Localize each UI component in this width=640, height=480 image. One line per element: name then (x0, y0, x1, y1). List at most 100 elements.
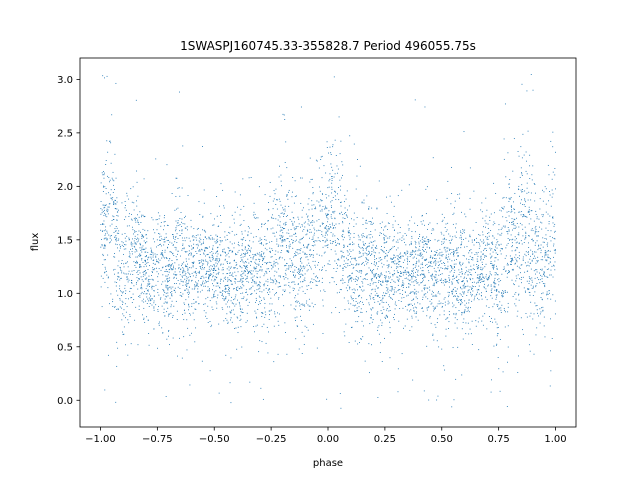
data-point (267, 289, 269, 291)
data-point (409, 279, 411, 281)
data-point (386, 308, 388, 309)
data-point (542, 309, 544, 311)
data-point (349, 288, 351, 290)
data-point (451, 238, 453, 240)
data-point (516, 247, 518, 249)
data-point (402, 261, 404, 263)
data-point (217, 250, 219, 252)
data-point (233, 218, 235, 220)
data-point (128, 198, 130, 200)
data-point (244, 246, 246, 248)
data-point (528, 344, 530, 346)
data-point (188, 303, 190, 305)
data-point (547, 277, 549, 278)
data-point (521, 83, 523, 85)
data-point (526, 270, 528, 272)
data-point (388, 237, 390, 239)
data-point (349, 261, 351, 263)
data-point (463, 311, 465, 313)
data-point (125, 204, 126, 206)
data-point (499, 209, 501, 211)
data-point (272, 289, 274, 290)
data-point (133, 217, 135, 219)
data-point (404, 259, 406, 261)
data-point (435, 274, 437, 276)
data-point (507, 233, 509, 235)
data-point (211, 297, 213, 299)
data-point (547, 256, 549, 258)
data-point (415, 290, 417, 292)
data-point (341, 230, 343, 232)
data-point (111, 223, 113, 225)
data-point (370, 223, 372, 225)
data-point (410, 243, 412, 245)
data-point (181, 275, 183, 277)
data-point (163, 221, 165, 223)
data-point (254, 254, 256, 256)
data-point (280, 285, 282, 287)
data-point (470, 265, 472, 267)
data-point (463, 232, 465, 234)
data-point (349, 243, 351, 245)
data-point (530, 301, 532, 303)
data-point (295, 251, 297, 253)
data-point (312, 220, 314, 221)
data-point (413, 272, 414, 274)
data-point (227, 323, 229, 324)
data-point (182, 263, 184, 265)
data-point (312, 250, 314, 251)
data-point (390, 285, 392, 287)
data-point (253, 236, 255, 238)
data-point (351, 298, 353, 300)
data-point (498, 281, 500, 283)
data-point (513, 227, 515, 229)
data-point (505, 176, 507, 178)
data-point (398, 260, 400, 262)
data-point (181, 187, 183, 189)
data-point (433, 307, 435, 309)
data-point (502, 295, 504, 297)
data-point (166, 240, 168, 242)
data-point (155, 284, 157, 286)
data-point (535, 213, 537, 215)
data-point (397, 247, 399, 249)
data-point (228, 289, 229, 290)
data-point (523, 154, 525, 156)
data-point (270, 256, 272, 258)
data-point (363, 325, 364, 327)
data-point (358, 306, 360, 308)
data-point (396, 276, 398, 278)
data-point (176, 233, 178, 235)
data-point (424, 289, 425, 291)
data-point (536, 309, 538, 311)
data-point (385, 252, 387, 254)
data-point (355, 301, 357, 302)
data-point (200, 239, 202, 241)
data-point (360, 252, 361, 254)
data-point (493, 212, 495, 214)
data-point (381, 274, 383, 276)
data-point (349, 243, 351, 245)
data-point (261, 341, 263, 343)
data-point (327, 214, 329, 216)
data-point (469, 208, 471, 210)
data-point (382, 250, 384, 252)
data-point (202, 275, 204, 277)
data-point (209, 259, 211, 261)
data-point (168, 330, 170, 332)
data-point (289, 245, 291, 247)
data-point (242, 273, 244, 275)
data-point (500, 253, 502, 255)
data-point (284, 162, 286, 163)
data-point (453, 313, 455, 315)
data-point (463, 318, 465, 320)
data-point (324, 291, 326, 292)
data-point (485, 305, 487, 307)
data-point (521, 282, 522, 284)
data-point (389, 310, 391, 311)
data-point (336, 165, 338, 167)
data-point (534, 244, 536, 246)
data-point (345, 198, 347, 200)
data-point (444, 237, 446, 239)
